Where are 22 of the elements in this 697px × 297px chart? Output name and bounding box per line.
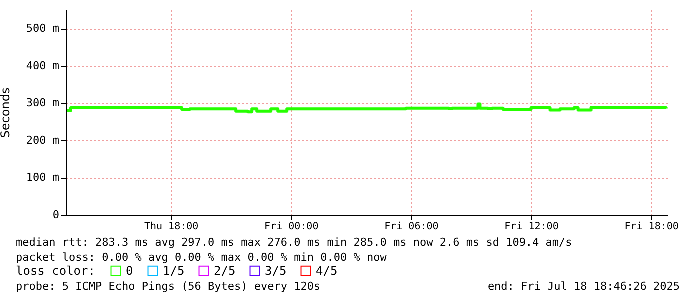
y-tick-label: 0 [52, 208, 60, 222]
legend-label: 4/5 [316, 264, 338, 278]
legend-label: 2/5 [214, 264, 236, 278]
text: packet loss: 0.00 % avg 0.00 % max 0.00 % min 0.00 % now [16, 251, 388, 264]
text: probe: 5 ICMP Echo Pings (56 Bytes) every 120s [16, 280, 321, 293]
y-tick-label: 300 m [26, 96, 60, 110]
legend-title: loss color: [16, 264, 96, 278]
y-tick-label: 100 m [26, 171, 60, 184]
legend-label: 1/5 [163, 264, 185, 278]
x-tick-label: Fri 12:00 [504, 222, 559, 232]
x-tick-label: Thu 18:00 [144, 222, 199, 232]
legend-label: 0 [126, 264, 134, 278]
x-tick-label: Fri 00:00 [264, 222, 319, 232]
text: end: Fri Jul 18 18:46:26 2025 [488, 280, 680, 293]
y-tick-label: 500 m [26, 22, 60, 36]
legend-label: 3/5 [265, 264, 287, 278]
y-axis-title: Seconds [0, 88, 12, 138]
x-tick-label: Fri 06:00 [384, 222, 439, 232]
y-tick-label: 400 m [26, 59, 60, 72]
text: median rtt: 283.3 ms avg 297.0 ms max 276.0 ms min 285.0 ms now 2.6 ms sd 109.4 am/s [16, 236, 572, 249]
y-tick-label: 200 m [26, 134, 60, 147]
x-tick-label: Fri 18:00 [624, 222, 679, 232]
